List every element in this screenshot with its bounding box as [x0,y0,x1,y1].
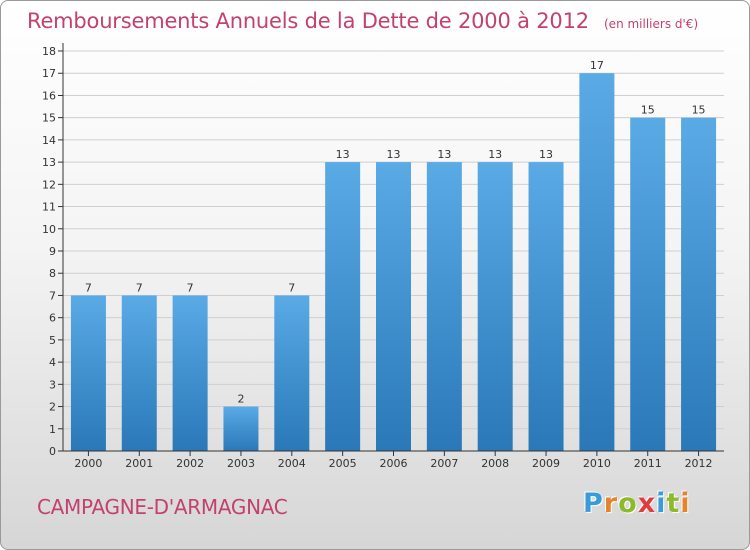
bar-2008 [477,162,513,451]
y-tick-label: 9 [49,245,56,258]
commune-name: CAMPAGNE-D'ARMAGNAC [37,495,288,519]
logo-letter: r [603,488,619,519]
x-tick-label: 2001 [125,457,153,470]
y-tick-label: 1 [49,423,56,436]
title-row: Remboursements Annuels de la Dette de 20… [27,9,698,33]
x-tick-label: 2008 [481,457,509,470]
y-tick-label: 10 [42,223,56,236]
logo-letter: i [656,488,667,519]
x-tick-label: 2007 [430,457,458,470]
y-tick-label: 5 [49,334,56,347]
bar-2006 [376,162,411,451]
bar-2007 [426,162,462,451]
x-tick-label: 2000 [74,457,102,470]
bar-2010 [579,73,615,451]
bar-2000 [70,295,106,451]
x-tick-label: 2006 [380,457,408,470]
bar-2005 [325,162,361,451]
data-label: 13 [488,148,502,161]
bar-2012 [681,117,717,452]
proxiti-logo[interactable]: Proxiti [583,488,691,519]
data-label: 2 [237,393,244,406]
unit-label: (en milliers d'€) [604,17,699,31]
logo-letter: t [666,488,681,519]
x-tick-label: 2004 [278,457,306,470]
data-label: 15 [692,104,706,117]
data-label: 13 [387,148,401,161]
logo-letter: P [583,488,604,519]
x-tick-label: 2002 [176,457,204,470]
y-tick-label: 18 [42,45,56,58]
x-tick-label: 2012 [685,457,713,470]
x-tick-label: 2005 [329,457,357,470]
y-tick-label: 13 [42,156,56,169]
y-tick-label: 8 [49,267,56,280]
y-tick-label: 7 [49,289,56,302]
chart-title: Remboursements Annuels de la Dette de 20… [27,9,589,33]
data-label: 13 [437,148,451,161]
bar-2003 [223,406,259,451]
y-tick-label: 17 [42,67,56,80]
x-tick-label: 2009 [532,457,560,470]
labels: 0123456789101112131415161718720007200172… [42,45,713,470]
x-tick-label: 2011 [634,457,662,470]
y-tick-label: 14 [42,134,56,147]
data-label: 7 [187,281,194,294]
y-tick-label: 11 [42,201,56,214]
logo-letter: o [618,488,638,519]
bar-2001 [121,295,157,451]
data-label: 15 [641,104,655,117]
y-tick-label: 16 [42,89,56,102]
x-tick-label: 2010 [583,457,611,470]
data-label: 13 [539,148,553,161]
bar-2011 [630,117,666,452]
y-tick-label: 6 [49,312,56,325]
y-tick-label: 3 [49,378,56,391]
data-label: 13 [336,148,350,161]
x-tick-label: 2003 [227,457,255,470]
bar-2004 [274,295,310,451]
logo-letter: x [637,488,657,519]
y-tick-label: 15 [42,112,56,125]
y-tick-label: 12 [42,178,56,191]
bar-2009 [528,162,564,451]
axes [58,43,724,456]
data-label: 17 [590,59,604,72]
data-label: 7 [85,281,92,294]
logo-letter: i [680,488,691,519]
bar-2002 [172,295,208,451]
y-tick-label: 2 [49,401,56,414]
y-tick-label: 0 [49,445,56,458]
bars [70,73,717,452]
data-label: 7 [288,281,295,294]
data-label: 7 [136,281,143,294]
y-tick-label: 4 [49,356,56,369]
